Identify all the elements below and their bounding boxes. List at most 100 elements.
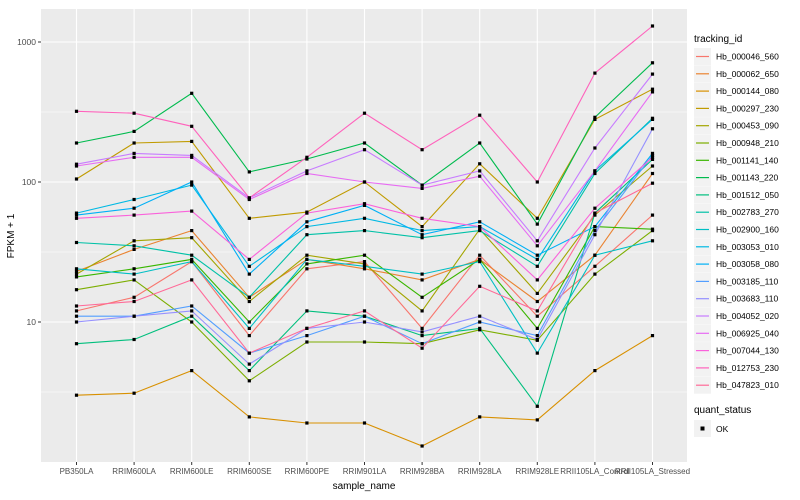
legend-label: Hb_000297_230 bbox=[716, 103, 779, 113]
data-point bbox=[478, 260, 482, 264]
x-tick-label: RRIM600PE bbox=[285, 467, 329, 476]
data-point bbox=[420, 309, 424, 313]
data-point bbox=[190, 236, 194, 240]
data-point bbox=[535, 404, 539, 408]
x-tick-label: RRIM901LA bbox=[343, 467, 387, 476]
data-point bbox=[650, 239, 655, 243]
data-point bbox=[362, 180, 367, 184]
data-point bbox=[132, 151, 136, 155]
data-point bbox=[535, 239, 539, 243]
data-point bbox=[362, 264, 367, 268]
data-point bbox=[190, 278, 194, 282]
data-point bbox=[132, 155, 136, 159]
data-point bbox=[74, 269, 79, 273]
data-point bbox=[74, 342, 79, 346]
data-point bbox=[190, 183, 194, 187]
data-point bbox=[650, 181, 655, 185]
data-point bbox=[305, 421, 309, 425]
data-point bbox=[593, 229, 597, 233]
data-point bbox=[420, 183, 424, 187]
data-point bbox=[593, 146, 597, 150]
data-point bbox=[535, 222, 539, 226]
data-point bbox=[74, 141, 79, 145]
data-point bbox=[305, 169, 309, 173]
data-point bbox=[190, 253, 194, 257]
y-tick-label: 1000 bbox=[17, 37, 36, 47]
data-point bbox=[420, 326, 424, 330]
data-point bbox=[420, 295, 424, 299]
data-point bbox=[478, 253, 482, 257]
data-point bbox=[74, 393, 79, 397]
data-point bbox=[190, 309, 194, 313]
data-point bbox=[535, 351, 539, 355]
data-point bbox=[535, 180, 539, 184]
legend-label: Hb_000144_080 bbox=[716, 86, 779, 96]
data-point bbox=[478, 225, 482, 229]
legend-label: Hb_000948_210 bbox=[716, 138, 779, 148]
data-point bbox=[362, 216, 367, 220]
data-point bbox=[420, 236, 424, 240]
data-point bbox=[420, 444, 424, 448]
data-point bbox=[305, 157, 309, 161]
data-point bbox=[190, 314, 194, 318]
legend-label: Hb_000046_560 bbox=[716, 52, 779, 62]
data-point bbox=[132, 278, 136, 282]
data-point bbox=[478, 162, 482, 166]
data-point bbox=[132, 129, 136, 133]
data-point bbox=[305, 334, 309, 338]
data-point bbox=[593, 272, 597, 276]
data-point bbox=[650, 171, 655, 176]
data-point bbox=[190, 229, 194, 233]
data-point bbox=[247, 196, 251, 200]
data-point bbox=[478, 220, 482, 224]
data-point bbox=[535, 334, 539, 338]
data-point bbox=[535, 257, 539, 261]
data-point bbox=[74, 211, 79, 215]
x-tick-label: RRIM928LE bbox=[516, 467, 560, 476]
data-point bbox=[593, 117, 597, 121]
data-point bbox=[650, 117, 655, 121]
x-tick-label: RRIM600LE bbox=[170, 467, 214, 476]
data-point bbox=[650, 155, 655, 159]
data-point bbox=[247, 295, 251, 299]
data-point bbox=[593, 169, 597, 173]
legend-label: Hb_002783_270 bbox=[716, 207, 779, 217]
legend-title-quant-status: quant_status bbox=[694, 405, 751, 416]
data-point bbox=[478, 169, 482, 173]
data-point bbox=[650, 153, 655, 157]
legend-label: Hb_003683_110 bbox=[716, 294, 779, 304]
data-point bbox=[478, 257, 482, 261]
data-point bbox=[362, 340, 367, 344]
data-point bbox=[190, 257, 194, 261]
data-point bbox=[132, 239, 136, 243]
data-point bbox=[305, 257, 309, 261]
data-point bbox=[132, 247, 136, 251]
x-tick-label: RRII105LA_Stressed bbox=[615, 467, 690, 476]
data-point bbox=[478, 284, 482, 288]
data-point bbox=[593, 225, 597, 229]
data-point bbox=[247, 299, 251, 304]
data-points bbox=[74, 24, 655, 448]
ok-point-icon bbox=[700, 426, 705, 431]
data-point bbox=[190, 260, 194, 264]
data-point bbox=[478, 320, 482, 324]
data-point bbox=[305, 225, 309, 229]
data-point bbox=[74, 304, 79, 308]
data-point bbox=[190, 180, 194, 184]
data-point bbox=[305, 155, 309, 159]
data-point bbox=[74, 314, 79, 318]
data-point bbox=[190, 91, 194, 95]
data-point bbox=[478, 326, 482, 330]
y-tick-labels: 10 100 1000 bbox=[17, 37, 36, 327]
data-point bbox=[247, 170, 251, 174]
data-point bbox=[305, 340, 309, 344]
legend-label: Hb_001143_220 bbox=[716, 173, 779, 183]
data-point bbox=[650, 24, 655, 28]
data-point bbox=[650, 213, 655, 217]
data-point bbox=[305, 267, 309, 271]
data-point bbox=[74, 177, 79, 181]
data-point bbox=[650, 72, 655, 76]
data-point bbox=[305, 211, 309, 215]
data-point bbox=[132, 267, 136, 271]
